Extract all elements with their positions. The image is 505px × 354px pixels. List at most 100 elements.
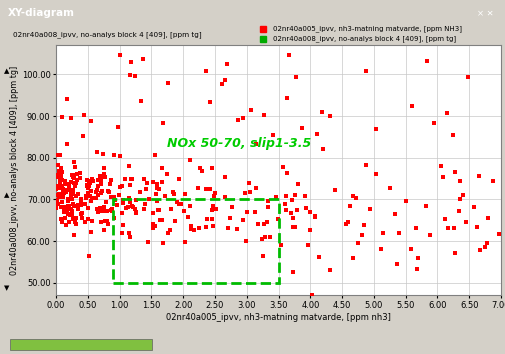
Point [150,223,159,229]
Point [442,110,450,116]
Point [217,81,225,86]
Point [263,204,271,210]
Point [58,177,66,183]
Point [66,213,74,218]
Point [438,174,446,179]
Point [122,205,130,211]
Point [154,207,162,213]
Point [180,239,188,245]
Point [55,192,63,197]
Point [186,223,194,229]
Point [104,221,112,227]
Point [175,176,183,182]
Point [70,183,78,188]
Point [110,215,118,221]
Point [358,232,366,238]
Point [104,189,112,195]
Point [84,216,92,222]
Point [159,120,167,126]
Point [110,153,118,158]
Point [136,190,144,195]
Point [94,184,102,189]
Point [392,261,400,267]
Point [61,216,69,221]
Point [193,185,201,191]
Point [488,178,496,184]
Point [203,216,211,222]
Point [153,181,161,187]
Point [127,59,135,65]
Point [211,190,219,196]
Point [124,230,132,236]
Point [85,183,93,189]
Point [436,163,444,169]
Point [53,192,61,198]
Point [106,181,114,187]
Point [266,234,274,240]
Point [361,68,369,74]
Point [110,194,118,200]
Point [226,216,234,221]
Point [366,206,374,212]
Point [52,152,60,158]
Point [65,219,73,225]
Point [72,221,80,227]
Point [65,182,73,187]
Point [348,193,357,199]
Point [263,219,271,224]
Point [131,198,139,203]
Point [53,183,61,189]
Point [208,165,216,171]
Point [71,219,79,225]
Point [56,179,64,185]
Point [308,292,316,298]
Text: × ✕: × ✕ [476,9,492,18]
Point [293,182,301,187]
Point [71,164,79,169]
Point [58,219,66,224]
Point [63,142,71,147]
Point [81,219,89,225]
Point [201,69,210,74]
Point [343,219,351,225]
Point [175,201,183,207]
Point [67,192,75,198]
Point [140,206,148,212]
Point [57,193,65,199]
Point [202,224,210,229]
Point [407,103,415,108]
X-axis label: 02nr40a005_ipvv, nh3-matning matvarde, [ppm nh3]: 02nr40a005_ipvv, nh3-matning matvarde, [… [166,313,390,321]
Point [289,269,297,275]
Point [311,214,319,220]
Point [273,216,281,222]
Point [494,232,502,237]
Point [125,200,133,205]
Point [448,132,456,138]
Point [186,157,194,162]
Text: 02nr40a005_ipvv, nh3-matning matvarde, [ppm NH3]: 02nr40a005_ipvv, nh3-matning matvarde, [… [273,25,462,32]
Point [118,197,126,202]
Point [78,210,86,216]
Point [67,189,75,194]
Point [245,189,253,195]
Point [69,201,77,206]
Point [77,196,85,202]
Text: ▲: ▲ [4,192,9,198]
Point [140,201,148,207]
Point [105,189,113,195]
Point [56,184,64,189]
Point [377,246,385,252]
Point [73,177,81,183]
Point [110,195,118,200]
Point [125,182,133,188]
Point [190,227,198,233]
Point [459,192,467,198]
Point [102,208,110,213]
Point [221,77,229,82]
Point [240,190,248,196]
Point [113,125,121,130]
Point [68,196,76,202]
Point [56,176,64,182]
Point [483,215,491,221]
Point [56,193,64,198]
